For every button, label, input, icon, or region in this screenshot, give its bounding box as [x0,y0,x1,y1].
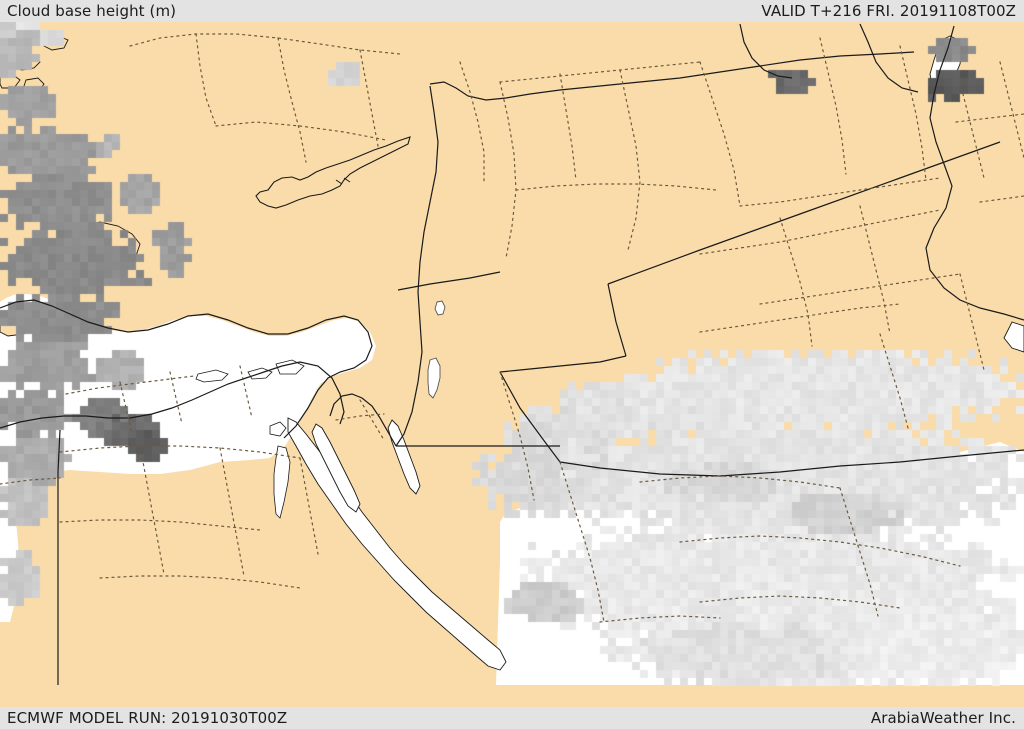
provider-label: ArabiaWeather Inc. [870,709,1016,727]
page-title: Cloud base height (m) [7,2,177,20]
cloud-base-raster-layer [0,22,1024,707]
international-borders [0,23,1024,685]
header-bar: Cloud base height (m) VALID T+216 FRI. 2… [0,0,1024,22]
map-canvas[interactable] [0,22,1024,707]
model-run-label: ECMWF MODEL RUN: 20191030T00Z [7,709,288,727]
borders-layer [0,23,1024,685]
valid-time-label: VALID T+216 FRI. 20191108T00Z [761,2,1016,20]
administrative-borders [0,33,1024,623]
footer-bar: ECMWF MODEL RUN: 20191030T00Z ArabiaWeat… [0,707,1024,729]
